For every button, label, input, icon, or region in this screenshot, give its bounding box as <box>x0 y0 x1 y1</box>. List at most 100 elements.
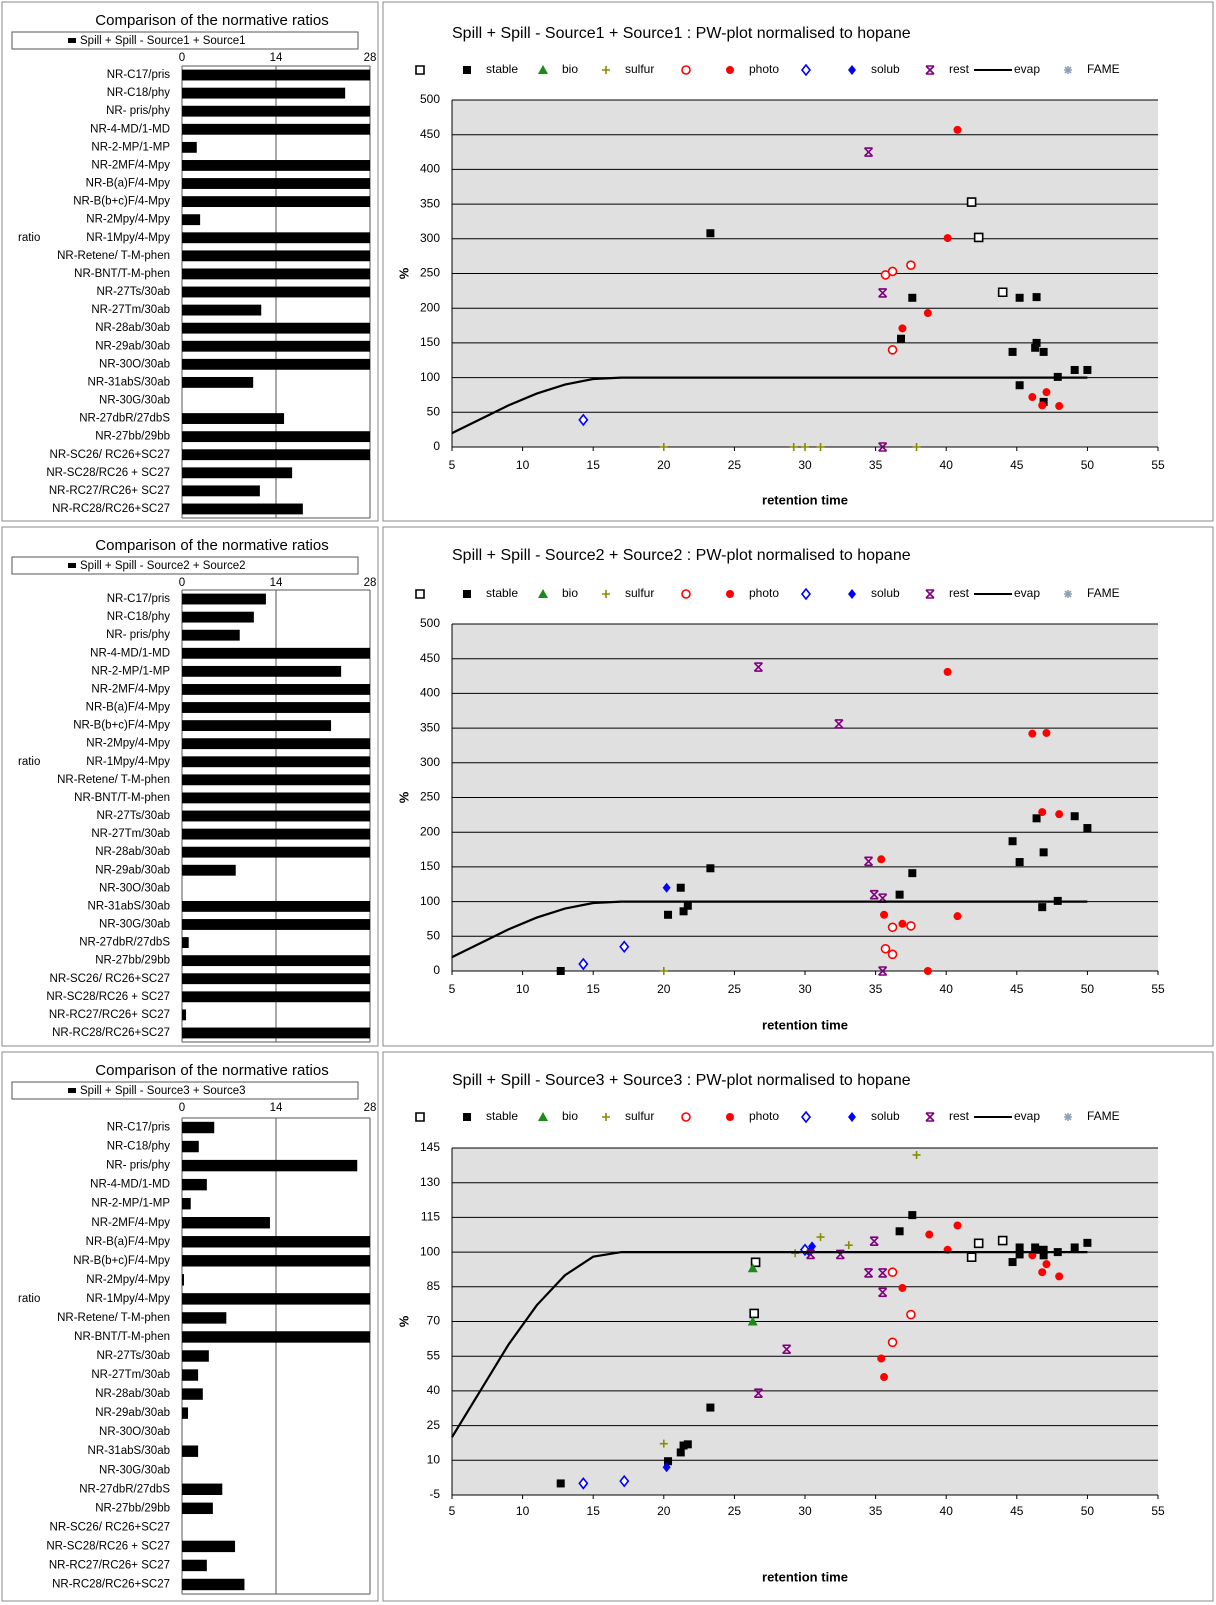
data-point <box>1031 343 1040 352</box>
y-tick-label: 300 <box>420 755 440 769</box>
legend-swatch <box>68 38 76 43</box>
bar <box>182 1540 236 1553</box>
data-point <box>953 1221 962 1230</box>
y-tick-label: NR-27dbR/27dbS <box>79 1483 170 1495</box>
x-tick-label: 50 <box>1081 1504 1095 1518</box>
data-point <box>1032 293 1041 302</box>
x-tick-label: 15 <box>587 458 601 472</box>
data-point <box>706 229 715 238</box>
x-tick-label: 20 <box>657 982 671 996</box>
y-tick-label: NR-RC28/RC26+SC27 <box>52 1027 170 1039</box>
bar <box>182 322 370 334</box>
x-tick-label: 45 <box>1010 458 1024 472</box>
y-tick-label: NR-4-MD/1-MD <box>90 647 170 659</box>
data-point <box>1015 858 1024 867</box>
legend-swatch <box>463 590 471 598</box>
legend-label: Spill + Spill - Source1 + Source1 <box>80 35 246 47</box>
x-tick-label: 5 <box>449 458 456 472</box>
y-tick-label: NR-Retene/ T-M-phen <box>57 250 170 262</box>
data-point <box>1038 401 1047 410</box>
data-point <box>806 1249 816 1260</box>
chart-title: Spill + Spill - Source2 + Source2 : PW-p… <box>452 547 911 564</box>
bar <box>182 1502 213 1515</box>
evap-line <box>451 376 1088 435</box>
legend-label: sulfur <box>625 1109 654 1123</box>
y-tick-label: NR-SC28/RC26 + SC27 <box>46 1540 170 1552</box>
y-tick-label: NR-BNT/T-M-phen <box>74 1331 170 1343</box>
x-tick-label: 25 <box>728 982 742 996</box>
x-tick-label: 50 <box>1081 982 1095 996</box>
y-tick-label: NR-27bb/29bb <box>95 1502 170 1514</box>
data-point <box>676 1448 685 1457</box>
legend-swatch <box>68 1088 76 1093</box>
y-tick-label: NR-30O/30ab <box>99 358 170 370</box>
data-point <box>887 949 898 960</box>
data-point <box>749 1308 759 1319</box>
data-point <box>923 967 932 975</box>
data-point <box>908 1211 917 1220</box>
legend-label: Spill + Spill - Source2 + Source2 <box>80 560 246 572</box>
legend-label: sulfur <box>625 62 654 76</box>
data-point <box>878 442 888 452</box>
data-point <box>556 1479 565 1488</box>
bar <box>182 467 293 479</box>
legend-swatch <box>463 66 471 74</box>
data-point <box>662 882 671 893</box>
y-tick-label: NR-BNT/T-M-phen <box>74 268 170 280</box>
bar <box>182 647 370 659</box>
legend-swatch <box>1064 1113 1072 1121</box>
panel-frame <box>1 526 379 1047</box>
y-tick-label: NR-B(b+c)F/4-Mpy <box>73 1255 170 1267</box>
x-tick-label: 0 <box>179 1102 185 1114</box>
y-tick-label: NR-RC27/RC26+ SC27 <box>49 1559 170 1571</box>
y-tick-label: NR-C18/phy <box>107 611 171 623</box>
chart-title: Comparison of the normative ratios <box>95 1062 328 1079</box>
y-tick-label: NR-27Ts/30ab <box>96 810 170 822</box>
legend-label: photo <box>749 62 779 76</box>
data-point <box>895 1227 904 1236</box>
data-point <box>683 901 692 910</box>
bar <box>182 864 236 876</box>
data-point <box>816 1233 825 1242</box>
data-point <box>750 1257 761 1268</box>
data-point <box>1039 1251 1048 1260</box>
legend-swatch <box>681 589 691 599</box>
y-tick-label: 450 <box>420 651 440 665</box>
data-point <box>887 1337 898 1348</box>
data-point <box>753 1388 763 1399</box>
panel-frame <box>382 1051 1214 1602</box>
data-point <box>1028 393 1037 402</box>
data-point <box>1008 1258 1017 1267</box>
x-axis-title: retention time <box>762 492 848 507</box>
y-tick-label: 350 <box>420 720 440 734</box>
y-tick-label: NR-C17/pris <box>107 69 171 81</box>
x-tick-label: 30 <box>798 1504 812 1518</box>
data-point <box>912 443 921 451</box>
bar <box>182 702 370 713</box>
bar <box>182 611 254 623</box>
data-point <box>925 1230 934 1239</box>
data-point <box>943 234 952 243</box>
data-point <box>1042 1260 1051 1269</box>
x-tick-label: 40 <box>940 1504 954 1518</box>
data-point <box>1038 903 1047 912</box>
y-axis-title: ratio <box>18 756 40 768</box>
y-tick-label: NR-27Tm/30ab <box>91 304 170 316</box>
y-tick-label: NR-C18/phy <box>107 1141 171 1153</box>
y-tick-label: NR-RC28/RC26+SC27 <box>52 1579 170 1591</box>
y-tick-label: NR- pris/phy <box>106 105 170 117</box>
y-tick-label: 500 <box>420 616 440 630</box>
x-tick-label: 40 <box>940 982 954 996</box>
data-point <box>1070 365 1079 374</box>
y-axis-title: ratio <box>18 232 40 244</box>
data-point <box>1039 347 1048 356</box>
data-point <box>1008 837 1017 846</box>
data-point <box>887 266 898 277</box>
y-tick-label: NR-2MF/4-Mpy <box>91 159 170 171</box>
bar <box>182 1407 189 1419</box>
bar <box>182 123 370 135</box>
bar <box>182 214 201 226</box>
bar <box>182 955 370 967</box>
panel-frame <box>1 1051 379 1602</box>
data-point <box>878 966 888 976</box>
